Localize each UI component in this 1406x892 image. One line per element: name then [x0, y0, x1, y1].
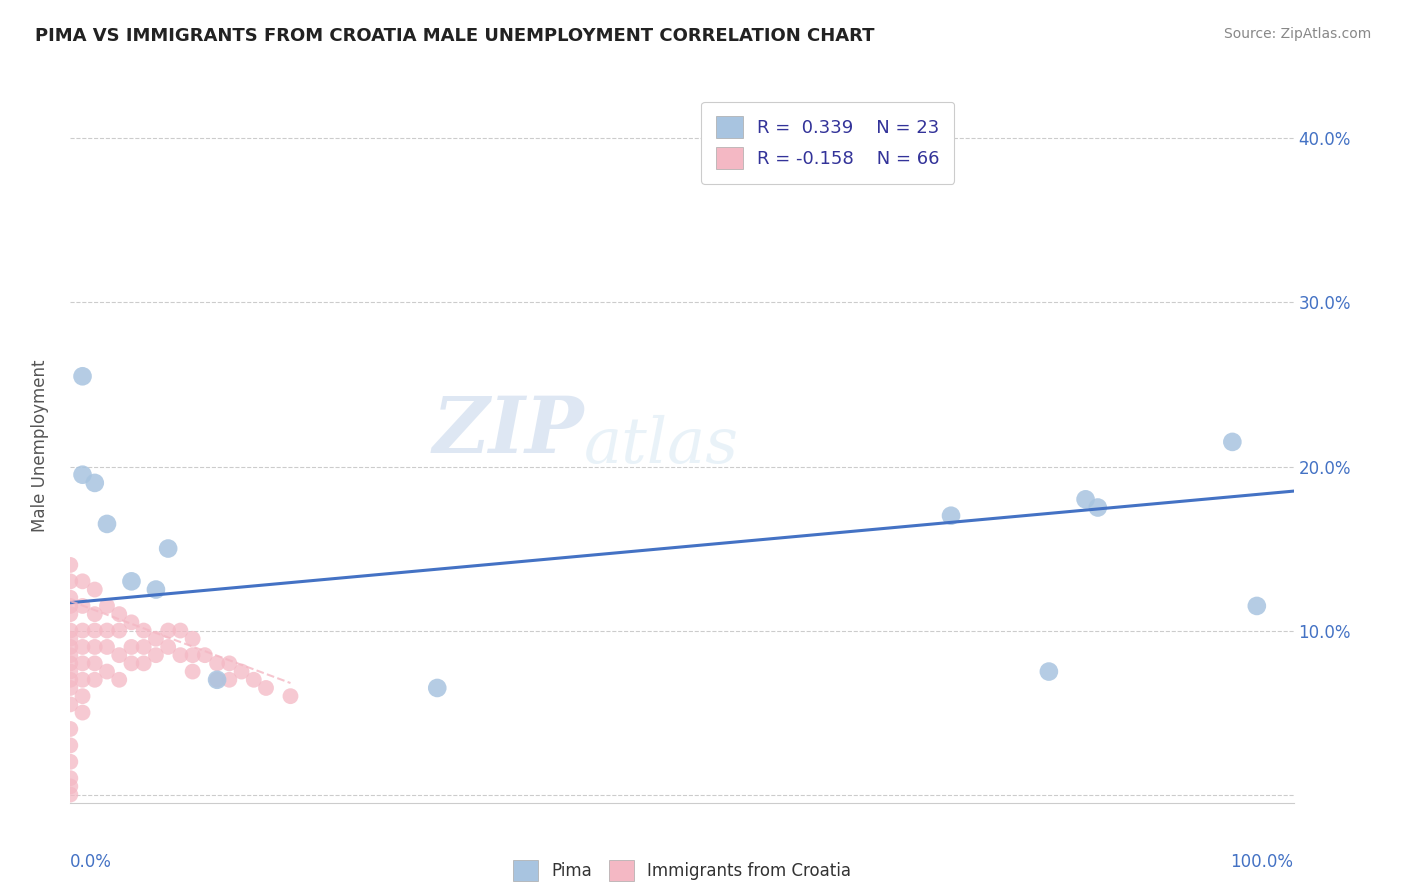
Point	[205, 673, 228, 687]
Point	[59, 681, 82, 695]
Point	[169, 648, 191, 662]
Legend: Pima, Immigrants from Croatia: Pima, Immigrants from Croatia	[506, 854, 858, 888]
Point	[96, 599, 118, 613]
Point	[59, 591, 82, 605]
Point	[72, 706, 94, 720]
Point	[72, 673, 94, 687]
Point	[426, 681, 449, 695]
Point	[121, 574, 143, 589]
Point	[194, 648, 217, 662]
Text: PIMA VS IMMIGRANTS FROM CROATIA MALE UNEMPLOYMENT CORRELATION CHART: PIMA VS IMMIGRANTS FROM CROATIA MALE UNE…	[35, 27, 875, 45]
Point	[157, 624, 180, 638]
Text: Source: ZipAtlas.com: Source: ZipAtlas.com	[1223, 27, 1371, 41]
Point	[145, 632, 167, 646]
Point	[205, 673, 228, 687]
Point	[72, 657, 94, 671]
Point	[83, 640, 105, 654]
Point	[157, 640, 180, 654]
Point	[218, 657, 240, 671]
Point	[1038, 665, 1060, 679]
Point	[59, 657, 82, 671]
Point	[59, 788, 82, 802]
Point	[121, 615, 143, 630]
Point	[59, 771, 82, 785]
Point	[145, 648, 167, 662]
Point	[59, 624, 82, 638]
Point	[169, 624, 191, 638]
Point	[59, 673, 82, 687]
Point	[72, 369, 94, 384]
Point	[132, 624, 155, 638]
Point	[181, 648, 204, 662]
Point	[218, 673, 240, 687]
Text: atlas: atlas	[583, 415, 740, 477]
Point	[145, 582, 167, 597]
Point	[1074, 492, 1097, 507]
Point	[83, 673, 105, 687]
Point	[243, 673, 266, 687]
Point	[96, 516, 118, 531]
Point	[939, 508, 962, 523]
Point	[59, 640, 82, 654]
Point	[121, 657, 143, 671]
Point	[59, 632, 82, 646]
Point	[121, 640, 143, 654]
Point	[96, 624, 118, 638]
Point	[1087, 500, 1109, 515]
Point	[59, 558, 82, 572]
Point	[59, 599, 82, 613]
Point	[83, 607, 105, 622]
Point	[1220, 434, 1243, 449]
Point	[83, 657, 105, 671]
Point	[59, 722, 82, 736]
Point	[132, 657, 155, 671]
Point	[72, 574, 94, 589]
Point	[254, 681, 277, 695]
Point	[280, 689, 302, 703]
Point	[108, 673, 131, 687]
Point	[72, 624, 94, 638]
Point	[72, 689, 94, 703]
Text: ZIP: ZIP	[433, 393, 583, 470]
Text: Male Unemployment: Male Unemployment	[31, 359, 49, 533]
Point	[96, 665, 118, 679]
Point	[72, 599, 94, 613]
Point	[83, 624, 105, 638]
Point	[59, 648, 82, 662]
Text: 100.0%: 100.0%	[1230, 853, 1294, 871]
Point	[132, 640, 155, 654]
Point	[181, 632, 204, 646]
Point	[1246, 599, 1268, 613]
Point	[83, 582, 105, 597]
Point	[72, 640, 94, 654]
Point	[96, 640, 118, 654]
Point	[59, 755, 82, 769]
Point	[157, 541, 180, 556]
Point	[733, 164, 755, 178]
Point	[59, 780, 82, 794]
Text: 0.0%: 0.0%	[70, 853, 112, 871]
Point	[205, 657, 228, 671]
Point	[59, 698, 82, 712]
Point	[59, 574, 82, 589]
Point	[108, 648, 131, 662]
Point	[59, 607, 82, 622]
Point	[108, 607, 131, 622]
Point	[181, 665, 204, 679]
Point	[72, 467, 94, 482]
Point	[231, 665, 253, 679]
Point	[59, 739, 82, 753]
Point	[108, 624, 131, 638]
Point	[83, 475, 105, 490]
Point	[59, 665, 82, 679]
